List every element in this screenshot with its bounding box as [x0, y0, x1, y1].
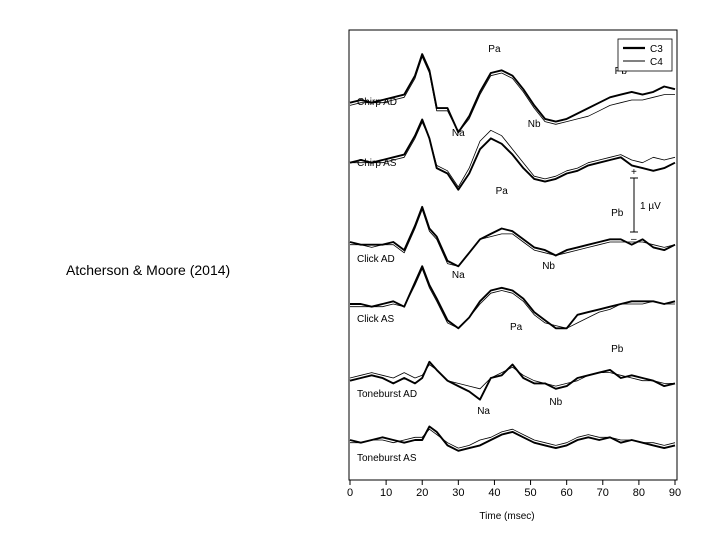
panel-chirp-as: Chirp AS	[349, 118, 676, 191]
trace-click-as-c4	[350, 268, 675, 329]
panel-toneburst-ad: Toneburst AD Pa Pb Na Nb	[349, 322, 676, 417]
trace-toneburst-ad-c4	[349, 364, 675, 390]
trace-click-ad-c4	[350, 209, 676, 267]
panel-label-click-ad: Click AD	[357, 254, 395, 265]
x-tick-label-60: 60	[561, 487, 573, 499]
peak-label-pb-toneburst-ad: Pb	[611, 344, 624, 355]
x-tick-label-20: 20	[416, 487, 428, 499]
x-tick-label-0: 0	[347, 487, 353, 499]
trace-chirp-ad-c4	[349, 56, 675, 133]
x-tick-label-10: 10	[380, 487, 392, 499]
panel-label-toneburst-as: Toneburst AS	[357, 453, 417, 464]
panels: Chirp AD Pa Pb Na Nb Chirp AS Click AD Pa Pb Na Nb…	[349, 44, 676, 464]
peak-label-nb-toneburst-ad: Nb	[549, 397, 562, 408]
peak-label-na-chirp-ad: Na	[452, 128, 465, 139]
peak-label-nb-chirp-ad: Nb	[528, 119, 541, 130]
panel-label-chirp-ad: Chirp AD	[357, 97, 397, 108]
panel-toneburst-as: Toneburst AS	[349, 425, 676, 464]
trace-chirp-as-c3	[349, 118, 676, 191]
peak-label-pb-chirp-ad: Pb	[615, 66, 628, 77]
panel-click-ad: Click AD Pa Pb Na Nb	[349, 186, 676, 281]
peak-label-na-click-ad: Na	[452, 270, 465, 281]
peak-label-nb-click-ad: Nb	[542, 261, 555, 272]
trace-chirp-ad-c3	[349, 53, 676, 134]
x-tick-label-70: 70	[597, 487, 609, 499]
citation-text: Atcherson & Moore (2014)	[66, 262, 231, 278]
scale-bar-minus: –	[631, 234, 637, 245]
panel-chirp-ad: Chirp AD Pa Pb Na Nb	[349, 44, 676, 139]
x-axis-label: Time (msec)	[479, 511, 534, 522]
plot-frame	[348, 29, 678, 481]
panel-label-toneburst-ad: Toneburst AD	[357, 389, 417, 400]
legend-entry-c3: C3	[650, 44, 663, 55]
trace-chirp-as-c4	[350, 121, 676, 188]
peak-label-pa-click-ad: Pa	[496, 186, 509, 197]
x-tick-label-30: 30	[452, 487, 464, 499]
trace-toneburst-as-c4	[350, 428, 676, 449]
legend-box	[617, 38, 673, 72]
panel-label-chirp-as: Chirp AS	[357, 158, 397, 169]
x-tick-label-90: 90	[669, 487, 681, 499]
peak-label-pa-chirp-ad: Pa	[488, 44, 501, 55]
x-tick-label-40: 40	[488, 487, 500, 499]
trace-click-ad-c3	[349, 205, 676, 268]
peak-label-pb-click-ad: Pb	[611, 208, 624, 219]
legend-entry-c4: C4	[650, 57, 663, 68]
scale-bar-plus: +	[631, 167, 637, 178]
legend: C3 C4	[617, 38, 673, 72]
scale-bar: + – 1 µV	[630, 167, 661, 245]
panel-label-click-as: Click AS	[357, 314, 395, 325]
trace-toneburst-as-c3	[349, 425, 676, 452]
panel-click-as: Click AS	[350, 265, 676, 330]
peak-label-pa-toneburst-ad: Pa	[510, 322, 523, 333]
x-tick-label-50: 50	[524, 487, 536, 499]
peak-label-na-toneburst-ad: Na	[477, 406, 490, 417]
x-axis: 0 10 20 30 40 50 60 70 80 90	[347, 480, 681, 499]
scale-bar-label: 1 µV	[640, 201, 661, 212]
x-tick-label-80: 80	[633, 487, 645, 499]
